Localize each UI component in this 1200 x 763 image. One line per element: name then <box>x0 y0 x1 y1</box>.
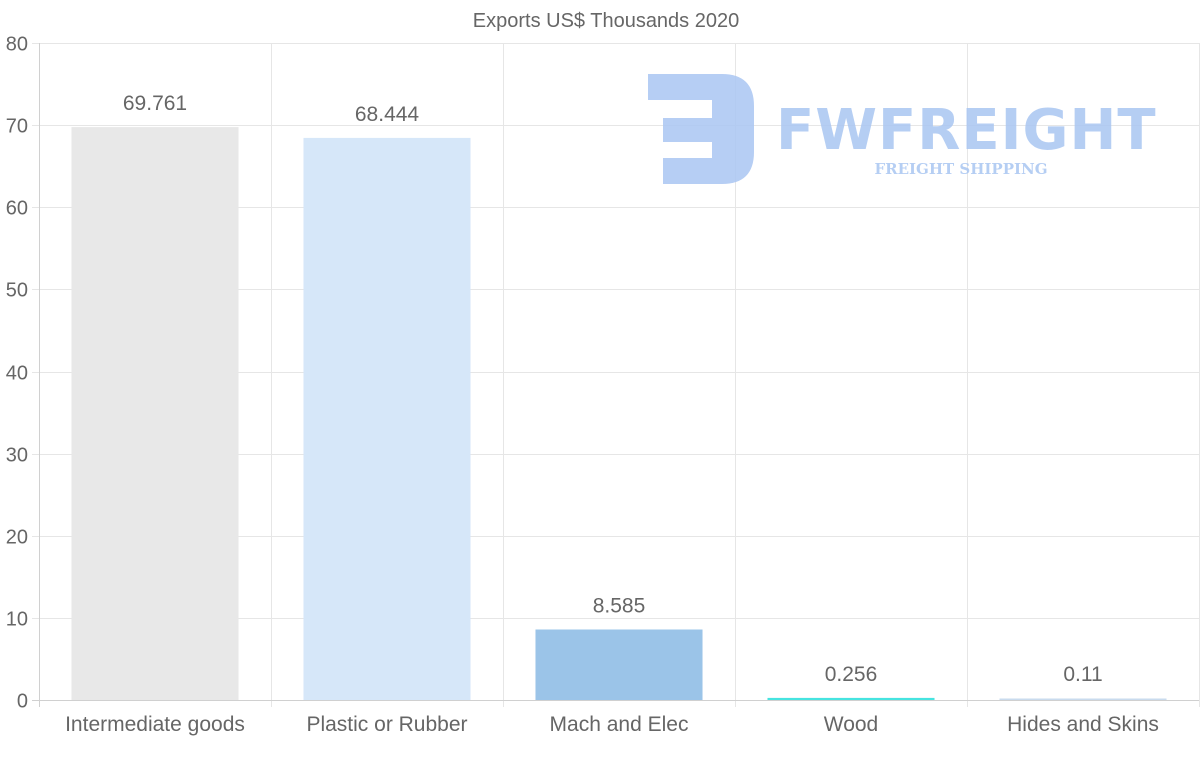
y-tick-label: 70 <box>6 116 28 138</box>
bars <box>71 127 1167 701</box>
bar <box>767 697 935 700</box>
watermark-tagline: FREIGHT SHIPPING <box>874 160 1047 178</box>
data-label: 68.444 <box>355 103 420 126</box>
y-tick-label: 10 <box>6 609 28 631</box>
fw-logo-icon <box>648 74 754 184</box>
x-tick-label: Hides and Skins <box>1007 713 1159 736</box>
y-tick-label: 50 <box>6 280 28 302</box>
data-label: 0.256 <box>825 663 878 686</box>
bar <box>71 127 239 701</box>
data-label: 0.11 <box>1063 663 1102 686</box>
y-tick-label: 30 <box>6 445 28 467</box>
data-label: 69.761 <box>123 92 187 115</box>
bar <box>303 137 471 700</box>
y-tick-label: 40 <box>6 363 28 385</box>
x-tick-label: Mach and Elec <box>550 713 689 736</box>
data-label: 8.585 <box>593 594 646 617</box>
y-tick-label: 60 <box>6 198 28 220</box>
bar <box>999 698 1167 700</box>
watermark-logo: FWFREIGHT FREIGHT SHIPPING <box>648 74 1157 184</box>
x-tick-label: Wood <box>824 713 878 736</box>
y-tick-label: 20 <box>6 527 28 549</box>
bar <box>535 629 703 700</box>
labels: 0 10 20 30 40 50 60 70 80 69.761 Intermediate good… <box>6 34 1159 737</box>
y-tick-label: 80 <box>6 34 28 56</box>
watermark-brand: FWFREIGHT <box>776 98 1157 163</box>
y-tick-label: 0 <box>17 691 28 713</box>
chart-title: Exports US$ Thousands 2020 <box>473 10 739 32</box>
x-tick-label: Intermediate goods <box>65 713 245 736</box>
axes <box>32 43 1199 707</box>
x-tick-label: Plastic or Rubber <box>306 713 467 736</box>
